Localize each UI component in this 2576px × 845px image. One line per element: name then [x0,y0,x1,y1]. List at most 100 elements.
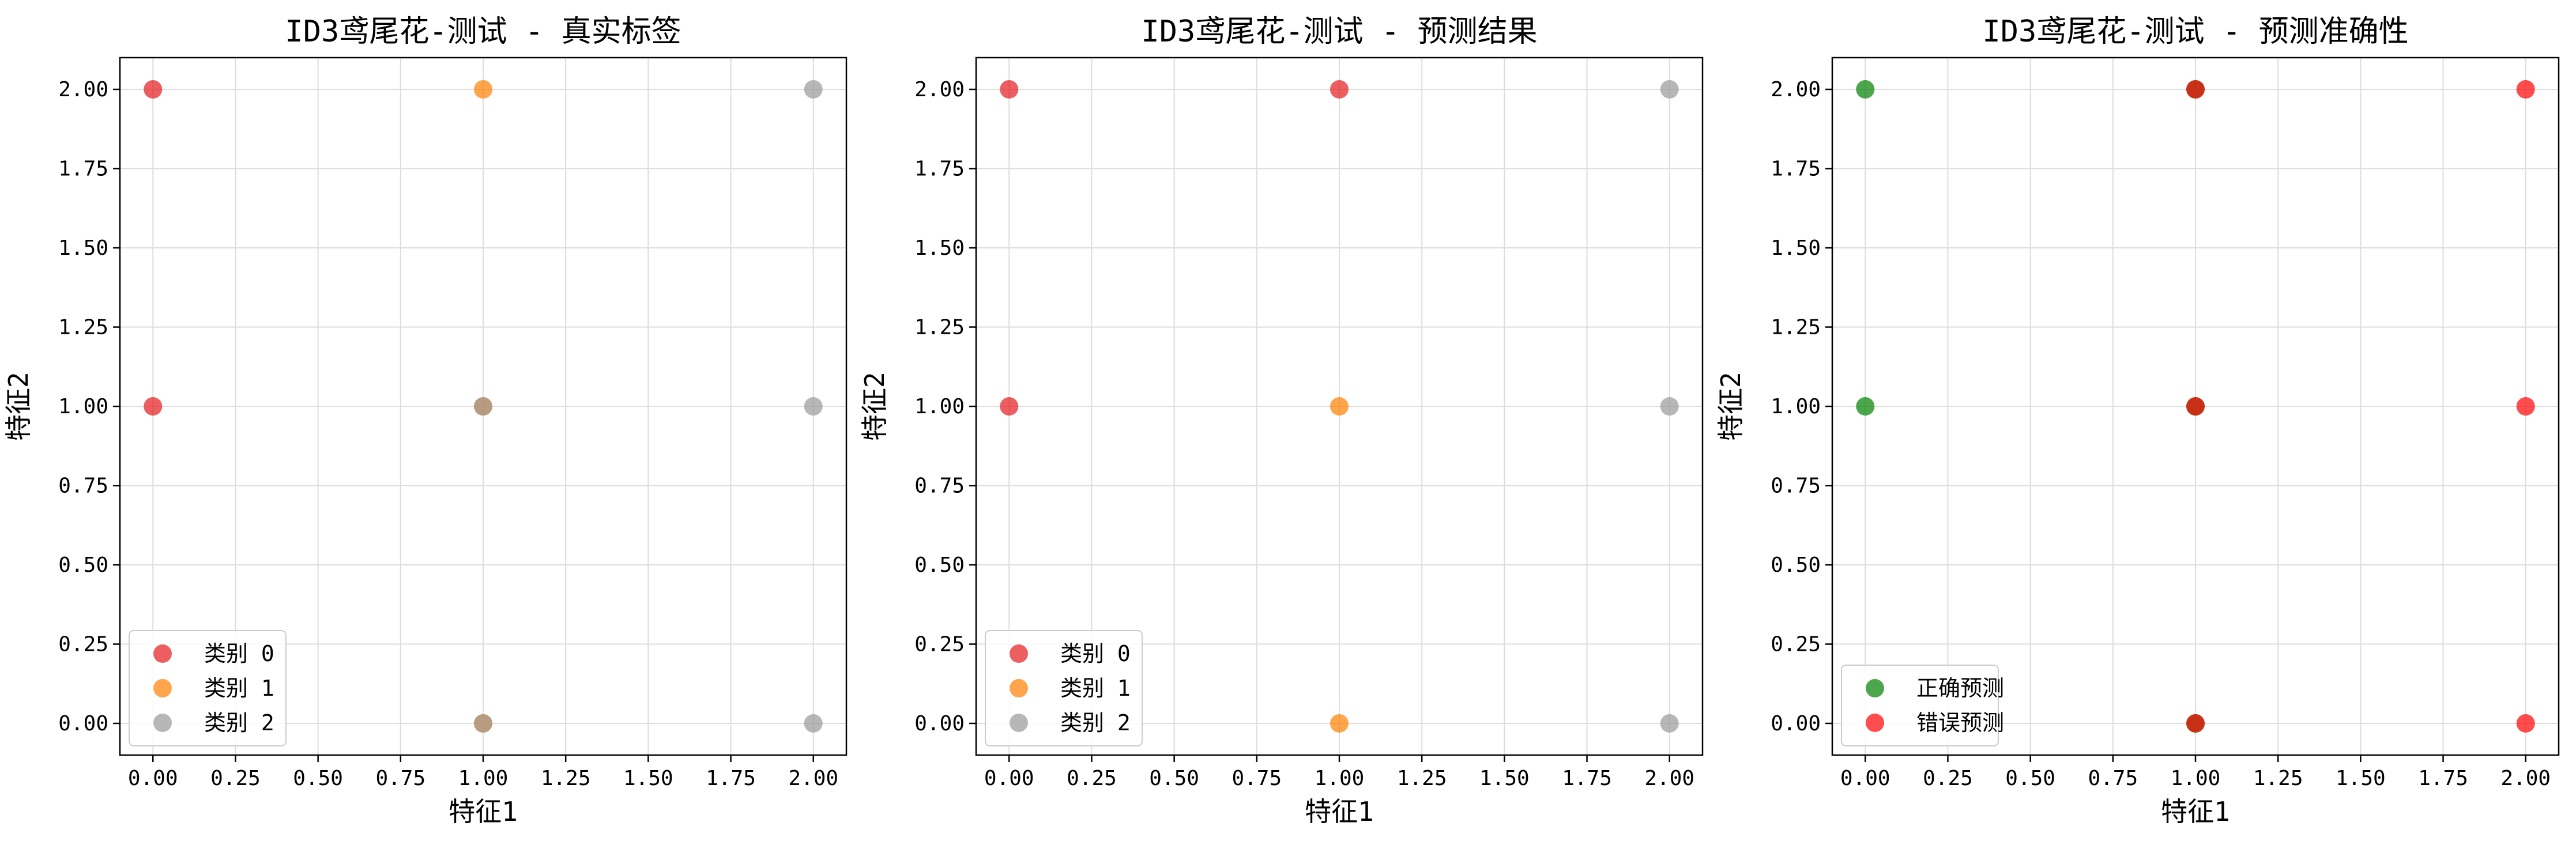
x-tick-label: 0.25 [210,767,261,790]
legend-marker [153,679,172,697]
x-tick-label: 1.50 [2336,767,2386,790]
x-axis-label: 特征1 [1305,796,1374,827]
data-point [2186,80,2205,99]
legend-label: 类别 0 [204,641,274,666]
y-tick-label: 0.00 [914,712,965,735]
y-tick-label: 0.00 [1771,712,1821,735]
x-tick-label: 0.50 [293,767,343,790]
x-tick-label: 0.75 [2088,767,2138,790]
legend: 类别 0 类别 1 类别 2 [985,630,1143,746]
data-point [1660,397,1679,416]
data-point [1330,714,1349,733]
x-tick-label: 0.25 [1923,767,1973,790]
subplot-2: 0.00 0.25 0.50 0.75 1.00 1.25 1.50 1.75 2.00 0.00… [859,14,1704,827]
y-tick-label: 0.50 [914,553,965,577]
subplot-1: 0.00 0.25 0.50 0.75 1.00 1.25 1.50 1.75 2.00 0.00… [3,14,848,827]
y-tick-label: 1.50 [914,236,965,260]
y-tick-label: 0.75 [58,474,108,498]
y-tick-label: 0.50 [1771,553,1821,577]
y-axis-label: 特征2 [1715,372,1746,441]
x-tick-label: 1.00 [2171,767,2221,790]
y-tick-label: 1.25 [58,316,108,339]
y-tick-label: 0.25 [914,633,965,657]
x-tick-label: 0.50 [1149,767,1199,790]
data-point [1856,397,1875,416]
legend-label: 类别 2 [204,710,274,735]
data-point [2186,397,2205,416]
y-tick-label: 1.00 [58,395,108,418]
x-tick-label: 1.75 [1562,767,1612,790]
y-tick-label: 1.75 [1771,157,1821,181]
x-axis-label: 特征1 [2161,796,2230,827]
x-tick-label: 2.00 [1644,767,1694,790]
y-tick-label: 1.75 [58,157,108,181]
data-point [474,714,492,733]
x-tick-label: 2.00 [788,767,838,790]
data-point [804,80,823,99]
y-tick-label: 0.75 [914,474,965,498]
x-tick-label: 1.50 [623,767,673,790]
x-tick-label: 1.25 [1397,767,1447,790]
y-tick-label: 1.50 [1771,236,1821,260]
data-point [1000,80,1019,99]
x-tick-label: 0.00 [984,767,1034,790]
y-tick-label: 1.00 [914,395,965,418]
legend-marker [1866,714,1884,732]
data-point [2186,714,2205,733]
y-tick-label: 1.25 [1771,316,1821,339]
y-tick-label: 1.75 [914,157,965,181]
data-point [144,397,163,416]
data-point [1330,80,1349,99]
data-point [1330,397,1349,416]
x-tick-label: 0.75 [1231,767,1282,790]
data-point [2516,80,2535,99]
legend-label: 正确预测 [1916,676,2004,701]
legend-marker [153,714,172,732]
chart-title: ID3鸢尾花-测试 - 预测结果 [1141,14,1537,49]
legend-label: 类别 1 [204,676,274,701]
data-point [2516,397,2535,416]
legend-marker [1010,679,1028,697]
legend-label: 类别 2 [1060,710,1131,735]
data-point [474,80,492,99]
y-tick-label: 1.25 [914,316,965,339]
data-point [1000,397,1019,416]
legend: 类别 0 类别 1 类别 2 [129,630,287,746]
x-tick-label: 1.25 [541,767,591,790]
y-tick-label: 2.00 [58,78,108,101]
legend-marker [1010,644,1028,663]
data-point [144,80,163,99]
legend-label: 错误预测 [1916,710,2004,735]
chart-title: ID3鸢尾花-测试 - 真实标签 [285,14,681,49]
x-tick-label: 1.75 [706,767,756,790]
legend-label: 类别 0 [1060,641,1131,666]
data-point [804,397,823,416]
y-axis-label: 特征2 [3,372,34,441]
y-tick-label: 1.00 [1771,395,1821,418]
legend-marker [1010,714,1028,732]
x-axis-label: 特征1 [449,796,518,827]
x-tick-label: 0.75 [375,767,425,790]
x-tick-label: 2.00 [2500,767,2551,790]
y-tick-label: 1.50 [58,236,108,260]
y-tick-label: 0.75 [1771,474,1821,498]
data-point [1660,80,1679,99]
data-point [2516,714,2535,733]
legend-marker [153,644,172,663]
y-tick-label: 0.00 [58,712,108,735]
x-tick-label: 0.25 [1067,767,1117,790]
y-tick-label: 0.25 [1771,633,1821,657]
x-tick-label: 0.00 [1840,767,1890,790]
data-point [1660,714,1679,733]
y-tick-label: 0.50 [58,553,108,577]
y-tick-label: 2.00 [1771,78,1821,101]
legend-label: 类别 1 [1060,676,1131,701]
y-tick-label: 2.00 [914,78,965,101]
data-point [474,397,492,416]
x-tick-label: 1.00 [1315,767,1365,790]
x-tick-label: 0.50 [2005,767,2055,790]
legend-marker [1866,679,1884,697]
data-point [1856,80,1875,99]
data-point [804,714,823,733]
